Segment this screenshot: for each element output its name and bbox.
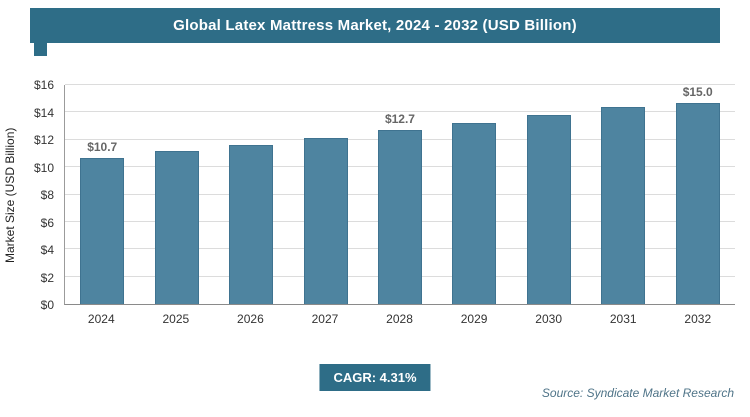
y-axis-title: Market Size (USD Billion): [3, 127, 17, 263]
bars-row: $10.7 $12.7 $15.0: [65, 85, 735, 304]
x-tick-label: 2026: [237, 312, 264, 326]
x-tick-label: 2031: [609, 312, 637, 326]
y-tick-label: $12: [33, 133, 54, 147]
bar-2031: [601, 106, 646, 304]
bar-slot: [139, 85, 213, 304]
y-tick-label: $0: [40, 298, 54, 312]
y-tick-label: $6: [40, 215, 54, 230]
bar-slot: [288, 85, 362, 304]
bar-2029: [452, 123, 497, 304]
x-tick-label: 2032: [684, 312, 712, 326]
bar-value-label: $15.0: [682, 85, 713, 99]
x-tick-label: 2027: [311, 312, 339, 326]
bar-2024: [80, 157, 125, 304]
bar-2026: [229, 145, 274, 304]
chart-title: Global Latex Mattress Market, 2024 - 203…: [173, 17, 577, 34]
x-tick-label: 2030: [535, 312, 562, 326]
bar-slot: [437, 85, 511, 304]
y-tick-label: $10: [33, 160, 54, 175]
plot-area: $10.7 $12.7 $15.0: [64, 84, 735, 305]
x-tick-label: 2029: [460, 312, 488, 326]
y-axis-ticks: $0 $2 $4 $6 $8 $10 $12 $14 $16: [22, 78, 58, 312]
x-tick-label: 2025: [162, 312, 190, 326]
legend-swatch: [34, 43, 47, 56]
y-tick-label: $8: [40, 188, 54, 202]
bar-slot: [586, 85, 660, 304]
cagr-badge: CAGR: 4.31%: [319, 364, 431, 391]
bar-value-label: $10.7: [87, 139, 118, 154]
bar-slot: $15.0: [661, 85, 735, 304]
x-axis-labels: 2024 2025 2026 2027 2028 2029 2030 2031 2032: [64, 312, 735, 326]
source-text: Source: Syndicate Market Research: [541, 386, 734, 400]
x-tick-label: 2028: [386, 312, 413, 326]
gridline: [65, 84, 735, 85]
bar-2030: [526, 115, 571, 304]
bar-slot: [214, 85, 288, 304]
bar-2025: [154, 150, 199, 304]
y-tick-label: $14: [33, 105, 54, 120]
bar-2032: [675, 103, 720, 304]
y-tick-label: $2: [40, 270, 54, 285]
bar-slot: $10.7: [65, 85, 139, 304]
bar-slot: $12.7: [363, 85, 437, 304]
x-tick-label: 2024: [87, 312, 115, 326]
bar-value-label: $12.7: [384, 112, 415, 127]
bar-slot: [512, 85, 586, 304]
chart-title-banner: Global Latex Mattress Market, 2024 - 203…: [30, 8, 720, 43]
y-tick-label: $4: [40, 243, 54, 257]
gridline: [65, 111, 735, 113]
bar-2027: [303, 138, 348, 304]
y-tick-label: $16: [33, 78, 54, 92]
bar-2028: [377, 130, 422, 304]
